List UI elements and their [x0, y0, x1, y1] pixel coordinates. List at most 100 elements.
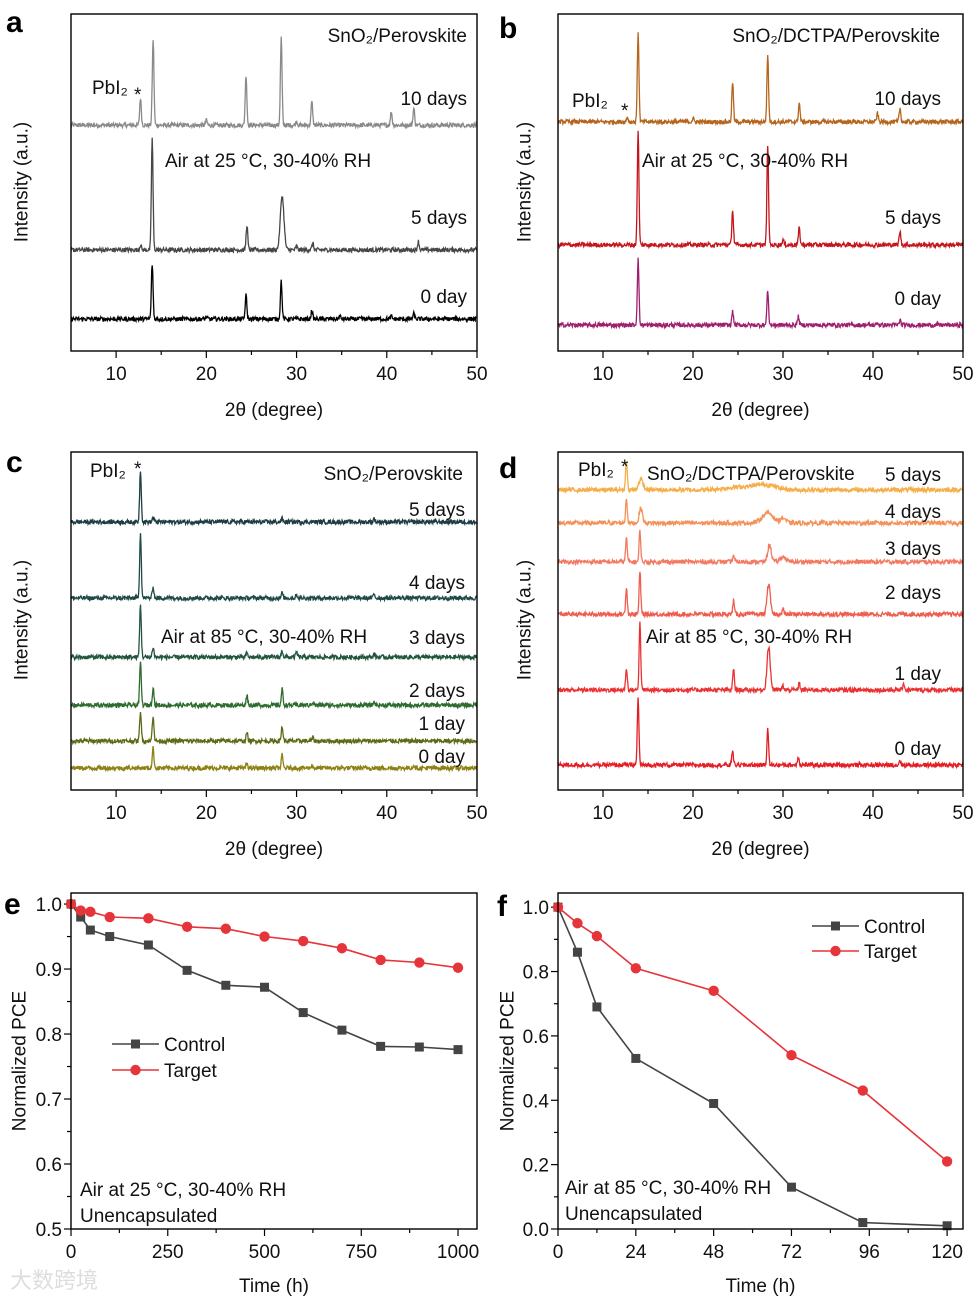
condition-annotation: Air at 25 °C, 30-40% RH: [642, 151, 848, 172]
trace-label: 5 days: [885, 208, 941, 229]
condition-annotation: Air at 85 °C, 30-40% RH: [565, 1178, 771, 1199]
x-axis-label: Time (h): [725, 1276, 795, 1297]
trace-label: 5 days: [885, 465, 941, 486]
legend-label: Control: [164, 1035, 225, 1056]
data-point-control: [631, 1053, 641, 1063]
y-axis-label: Intensity (a.u.): [515, 560, 536, 680]
panel-d: d Intensity (a.u.) 2θ (degree) 10 20 30 40 50: [499, 451, 974, 860]
data-point-target: [786, 1050, 797, 1061]
x-tick-label: 96: [859, 1242, 880, 1263]
data-point-target: [630, 963, 642, 974]
data-point-target: [572, 918, 583, 929]
data-point-control: [337, 1025, 347, 1035]
trace-label: 10 days: [400, 89, 467, 110]
x-tick-label: 10: [592, 364, 613, 385]
data-point-target: [85, 906, 96, 918]
y-axis-label: Intensity (a.u.): [515, 122, 536, 242]
data-point-control: [221, 980, 231, 990]
data-point-target: [591, 930, 603, 942]
data-point-target: [181, 921, 193, 932]
pbi2-peak-marker: *: [621, 101, 629, 122]
x-tick-label: 10: [106, 364, 127, 385]
trace-label: 0 day: [895, 739, 942, 760]
x-tick-label: 40: [862, 803, 883, 824]
panel-letter: c: [6, 446, 23, 479]
y-tick-label: 1.0: [523, 898, 549, 919]
x-tick-label: 50: [952, 803, 973, 824]
x-tick-label: 10: [592, 803, 613, 824]
trace-label: 0 day: [421, 287, 468, 308]
y-axis-label: Intensity (a.u.): [12, 560, 33, 680]
data-point-control: [709, 1098, 719, 1108]
sample-title: SnO₂/Perovskite: [324, 464, 463, 485]
xrd-trace-0-day: [70, 265, 478, 324]
trace-label: 10 days: [874, 89, 941, 110]
legend-label: Control: [864, 917, 925, 938]
x-tick-label: 1000: [437, 1242, 479, 1263]
x-tick-label: 50: [466, 364, 487, 385]
pbi2-peak-marker: *: [134, 85, 142, 106]
data-point-control: [572, 947, 582, 957]
trace-label: 3 days: [885, 539, 941, 560]
plot-frame: [70, 13, 478, 352]
plot-frame: [557, 13, 964, 352]
data-point-control: [105, 932, 115, 942]
panel-f: f Normalized PCE Time (h) 0.0 0.2 0.4 0.6 0.8 1.…: [497, 890, 964, 1297]
x-tick-label: 20: [682, 364, 703, 385]
sample-title: SnO₂/DCTPA/Perovskite: [647, 464, 855, 485]
data-point-control: [85, 925, 95, 935]
x-tick-label: 30: [286, 803, 307, 824]
xrd-trace-0-day: [70, 746, 478, 773]
x-tick-label: 30: [772, 803, 793, 824]
plot-frame: [70, 892, 478, 1230]
watermark: 大数跨境: [10, 1268, 98, 1293]
x-tick-label: 30: [286, 364, 307, 385]
xrd-trace-5-days: [70, 137, 478, 255]
data-point-control: [260, 982, 270, 992]
panel-c: c Intensity (a.u.) 2θ (degree) 10 20 30 40 50: [6, 446, 488, 860]
data-point-control: [942, 1221, 952, 1231]
x-tick-label: 20: [196, 364, 217, 385]
trace-label: 1 day: [419, 714, 466, 735]
legend-marker: [131, 1039, 140, 1049]
xrd-trace-5-days: [70, 471, 478, 527]
data-point-target: [259, 931, 270, 942]
x-tick-label: 24: [625, 1242, 647, 1263]
x-tick-label: 72: [781, 1242, 802, 1263]
series-line-control: [557, 906, 948, 1227]
data-point-control: [376, 1041, 386, 1051]
plot-frame: [557, 892, 964, 1230]
condition-annotation: Air at 25 °C, 30-40% RH: [80, 1180, 286, 1201]
legend-marker: [130, 1064, 141, 1076]
data-point-control: [143, 940, 153, 950]
sample-title: SnO₂/Perovskite: [328, 26, 467, 47]
y-tick-label: 0.7: [36, 1090, 62, 1111]
panel-letter: b: [499, 12, 517, 45]
data-point-control: [453, 1045, 463, 1055]
trace-label: 4 days: [409, 573, 465, 594]
panel-letter: d: [499, 452, 517, 485]
data-point-target: [336, 943, 348, 954]
trace-label: 5 days: [411, 208, 467, 229]
x-tick-label: 40: [376, 803, 397, 824]
x-axis-label: 2θ (degree): [225, 400, 323, 421]
data-point-control: [414, 1042, 424, 1052]
trace-label: 0 day: [895, 289, 942, 310]
x-tick-label: 20: [682, 803, 703, 824]
panel-letter: f: [497, 890, 508, 923]
data-point-target: [857, 1085, 869, 1096]
y-tick-label: 0.2: [523, 1156, 549, 1177]
y-tick-label: 0.6: [36, 1155, 62, 1176]
xrd-trace-5-days: [557, 130, 964, 250]
trace-label: 1 day: [895, 664, 942, 685]
x-axis-label: 2θ (degree): [711, 400, 809, 421]
pbi2-label: PbI₂: [578, 460, 614, 481]
x-tick-label: 50: [952, 364, 973, 385]
data-point-control: [858, 1218, 868, 1228]
x-axis-label: 2θ (degree): [711, 839, 809, 860]
condition-annotation: Air at 85 °C, 30-40% RH: [161, 627, 367, 648]
xrd-trace-10-days: [557, 32, 964, 127]
xrd-trace-2-days: [557, 571, 964, 619]
y-tick-label: 0.5: [36, 1220, 62, 1241]
